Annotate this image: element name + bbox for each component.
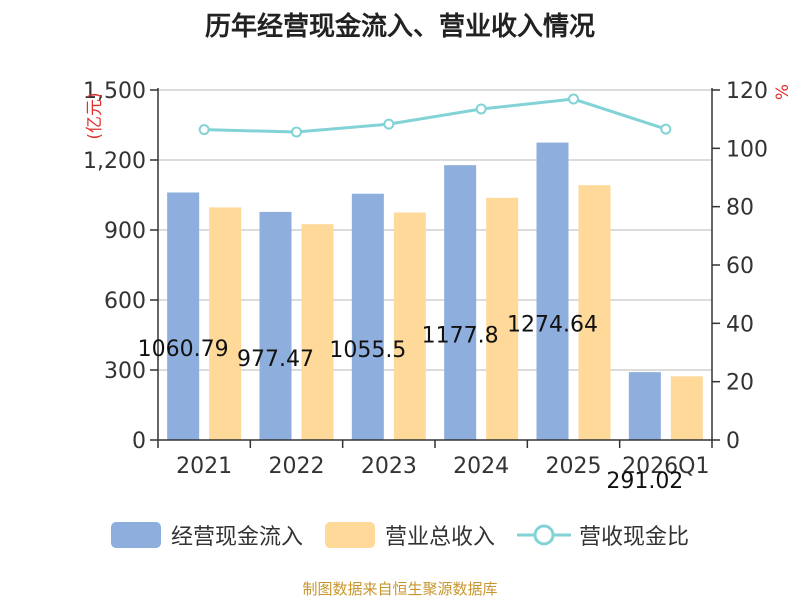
legend-label-revenue: 营业总收入: [384, 525, 495, 550]
ratio-point: [568, 93, 579, 105]
y-left-unit-label: (亿元): [85, 92, 105, 139]
ratio-point: [660, 123, 672, 135]
bar-series: [167, 142, 703, 441]
x-tick-label: 2023: [361, 454, 417, 479]
bar-revenue: [209, 207, 242, 440]
legend-swatch-revenue: [324, 522, 375, 548]
y-right-tick-label: 40: [726, 312, 754, 337]
data-labels: 1060.79 977.47 1055.5 1177.8 1274.64 291.02: [138, 312, 684, 494]
ratio-point: [475, 103, 487, 115]
bar-cash-inflow: [167, 192, 200, 440]
legend-item-ratio[interactable]: 营收现金比: [517, 519, 689, 551]
bar-revenue: [393, 212, 426, 440]
y-right-unit-label: %: [773, 84, 793, 100]
data-label-cash-inflow: 1055.5: [329, 338, 406, 363]
ratio-point: [291, 126, 302, 138]
y-left-tick-label: 600: [104, 289, 146, 314]
y-left-tick-label: 300: [104, 359, 146, 384]
bar-cash-inflow: [628, 372, 661, 440]
x-tick-label: 2022: [269, 454, 325, 479]
data-label-cash-inflow: 291.02: [606, 469, 683, 494]
legend-swatch-ratio: [517, 524, 571, 546]
y-left-tick-label: 0: [132, 429, 146, 454]
bar-cash-inflow: [444, 165, 477, 440]
ratio-point: [383, 118, 395, 130]
y-left-tick-label: 1,200: [83, 149, 146, 174]
x-tick-label: 2024: [453, 454, 509, 479]
grid-lines: [158, 89, 712, 371]
bar-revenue: [670, 376, 703, 440]
y-right-tick-label: 100: [726, 137, 768, 162]
ratio-point: [198, 124, 210, 136]
data-label-cash-inflow: 1274.64: [507, 312, 598, 337]
legend-item-revenue[interactable]: 营业总收入: [324, 519, 495, 551]
bar-revenue: [486, 197, 519, 440]
chart-title: 历年经营现金流入、营业收入情况: [204, 12, 595, 42]
x-tick-label: 2026Q1: [622, 454, 709, 479]
y-right-tick-label: 20: [726, 371, 754, 396]
y-right-tick-label: 60: [726, 254, 754, 279]
data-label-cash-inflow: 977.47: [237, 347, 314, 372]
y-right-tick-label: 80: [726, 196, 754, 221]
x-tick-label: 2021: [176, 454, 232, 479]
y-left-tick-label: 900: [104, 219, 146, 244]
ratio-line: [204, 97, 667, 134]
legend-label-ratio: 营收现金比: [579, 525, 690, 550]
axes: 0 300 600 900 1,200 1,500 0 20 40 60 80 100 120 (亿元)%…: [83, 79, 793, 479]
legend-swatch-cash-inflow: [110, 522, 161, 548]
bar-cash-inflow: [259, 211, 292, 440]
bar-cash-inflow: [536, 142, 569, 441]
y-left-tick-label: 1,500: [83, 79, 146, 104]
legend-item-cash-inflow[interactable]: 经营现金流入: [110, 519, 303, 551]
legend: 经营现金流入 营业总收入 营收现金比: [0, 515, 800, 555]
bar-revenue: [301, 224, 334, 440]
bar-revenue: [578, 185, 611, 440]
source-note: 制图数据来自恒生聚源数据库: [302, 580, 498, 598]
y-right-tick-label: 0: [726, 429, 740, 454]
legend-label-cash-inflow: 经营现金流入: [170, 525, 303, 550]
bar-cash-inflow: [351, 193, 384, 440]
data-label-cash-inflow: 1177.8: [422, 324, 499, 349]
y-right-tick-label: 120: [726, 79, 768, 104]
line-series: [198, 93, 672, 138]
chart-canvas: 0 300 600 900 1,200 1,500 0 20 40 60 80 100 120 (亿元)%…: [83, 79, 793, 494]
data-label-cash-inflow: 1060.79: [138, 337, 229, 362]
x-tick-label: 2025: [546, 454, 602, 479]
